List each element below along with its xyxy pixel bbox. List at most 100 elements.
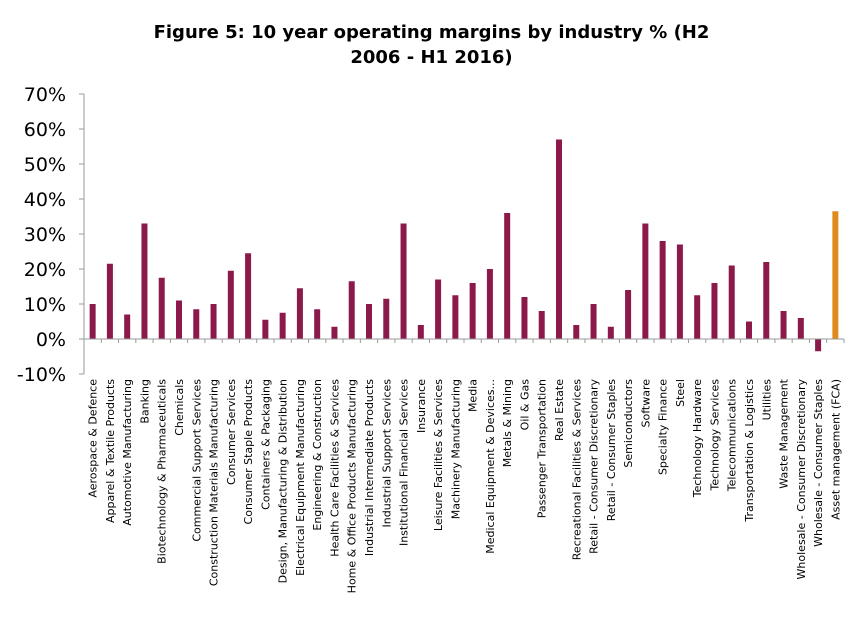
bar [711,283,718,339]
bar [435,279,442,339]
bar [538,311,545,339]
x-tick-label: Industrial Support Services [380,379,393,528]
bars [89,139,839,352]
bar [504,213,511,339]
x-tick-label: Technology Services [708,379,721,492]
bar [607,326,614,339]
x-tick-label: Consumer Services [225,379,238,485]
bar [590,304,597,339]
bar [469,283,476,339]
bar [348,281,355,339]
bar [210,304,217,339]
x-tick-label: Machinery Manufacturing [449,379,462,519]
bar [625,290,632,339]
bar [573,325,580,339]
bar [521,297,528,339]
x-tick-label: Passenger Transportation [536,379,549,518]
bar [746,321,752,339]
y-tick-label: 70% [24,84,66,106]
x-tick-label: Electrical Equipment Manufacturing [294,379,307,576]
x-tick-label: Retail - Consumer Staples [605,379,618,521]
bar [728,265,735,339]
bar [486,269,493,339]
x-tick-label: Telecommunications [726,379,739,493]
x-tick-label: Medical Equipment & Devices... [484,379,497,554]
bar [227,270,234,339]
bar [124,314,131,339]
x-tick-label: Utilities [760,379,773,421]
x-tick-label: Commercial Support Services [190,379,203,542]
x-tick-label: Wholesale - Consumer Discretionary [795,379,808,580]
x-tick-label: Software [639,379,652,428]
x-tick-label: Automotive Manufacturing [121,379,134,526]
x-tick-label: Engineering & Construction [311,379,324,531]
x-tick-label: Insurance [415,379,428,433]
bar [452,295,459,339]
x-tick-label: Real Estate [553,379,566,441]
x-tick-label: Health Care Facilities & Services [328,379,341,557]
bar [763,262,770,339]
bar [279,312,286,339]
x-tick-label: Semiconductors [622,379,635,468]
bar [193,309,200,339]
y-tick-label: -10% [17,364,66,386]
x-tick-label: Technology Hardware [691,379,704,498]
x-tick-label: Industrial Intermediate Products [363,379,376,556]
x-tick-label: Wholesale - Consumer Staples [812,379,825,547]
bar [314,309,321,339]
chart-title: Figure 5: 10 year operating margins by i… [0,20,863,70]
bar [262,319,269,339]
bar [780,311,787,339]
x-tick-label: Banking [138,379,151,424]
x-tick-label: Home & Office Products Manufacturing [346,379,359,593]
bar [331,326,338,339]
bar [659,241,666,339]
bar [106,263,113,339]
y-tick-label: 20% [24,259,66,281]
x-tick-label: Recreational Facilities & Services [570,379,583,560]
bar [296,288,303,339]
bar [417,325,424,339]
x-tick-label: Asset management (FCA) [829,379,842,520]
x-tick-label: Waste Management [778,378,791,488]
chart-title-line-1: Figure 5: 10 year operating margins by i… [153,22,710,43]
x-tick-label: Oil & Gas [518,379,531,431]
x-tick-label: Metals & Mining [501,379,514,467]
bar [642,223,649,339]
x-tick-label: Transportation & Logistics [743,379,756,523]
x-tick-label: Aerospace & Defence [87,379,100,498]
bar [176,300,182,339]
bar [245,253,252,339]
bar [694,295,701,339]
bar [832,211,839,339]
bar [400,223,407,339]
x-tick-label: Media [467,379,480,412]
bar [676,244,683,339]
x-tick-label: Containers & Packaging [259,379,272,510]
x-tick-label: Apparel & Textile Products [104,379,117,523]
x-tick-label: Leisure Facilities & Services [432,379,445,531]
y-tick-label: 50% [24,154,66,176]
bar [815,339,822,352]
x-tick-label: Steel [674,379,687,407]
y-tick-label: 60% [24,119,66,141]
y-axis: 70% 60% 50% 40% 30% 20% 10% 0% -10% [17,84,85,386]
y-tick-label: 30% [24,224,66,246]
x-tick-label: Chemicals [173,379,186,436]
chart-title-line-2: 2006 - H1 2016) [350,47,513,68]
x-tick-label: Construction Materials Manufacturing [208,379,221,586]
bar [383,298,390,339]
bar [797,318,804,339]
x-tick-label: Design, Manufacturing & Distribution [277,379,290,583]
x-tick-label: Consumer Staple Products [242,379,255,525]
x-axis: Aerospace & Defence Apparel & Textile Pro… [83,338,845,593]
y-tick-label: 0% [36,329,66,351]
y-tick-label: 40% [24,189,66,211]
x-tick-label: Institutional Financial Services [398,379,411,546]
bar [158,277,165,339]
y-tick-label: 10% [24,294,66,316]
bar [89,304,96,339]
bar [141,223,148,339]
bar [366,304,372,339]
